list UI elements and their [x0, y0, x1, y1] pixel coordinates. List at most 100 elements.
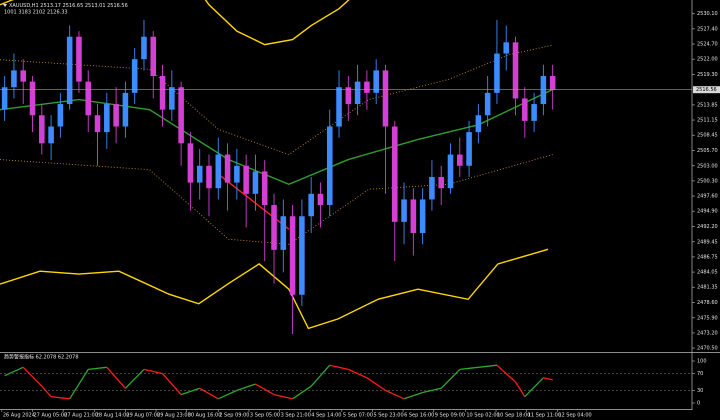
oscillator-segment — [403, 391, 423, 400]
overlay-line — [0, 88, 553, 186]
y-tick-label: 2494.90 — [697, 209, 718, 215]
x-tick-label: 10 Sep 02:00 — [466, 413, 499, 419]
candle-body — [308, 193, 314, 217]
candle-body — [410, 199, 417, 234]
candle-body — [391, 126, 398, 222]
candle-body — [39, 115, 45, 144]
oscillator-segment — [329, 364, 349, 371]
y-tick-label: 2470.50 — [697, 346, 718, 352]
candle-body — [187, 143, 194, 183]
y-tick-label: 2484.05 — [697, 270, 718, 276]
x-tick-label: 5 Sep 23:00 — [373, 413, 403, 419]
x-tick-label: 6 Sep 16:00 — [404, 413, 434, 419]
oscillator-segment — [385, 389, 405, 400]
candle-body — [438, 176, 444, 189]
y-tick-label: 2500.30 — [697, 178, 718, 184]
oscillator-segment — [422, 387, 442, 394]
candle-body — [1, 87, 8, 110]
oscillator-segment — [255, 383, 275, 396]
candle-body — [447, 154, 454, 189]
candle-body — [150, 36, 157, 77]
indicator-title: 趋势警报指标 62.2078 62.2078 — [4, 354, 79, 361]
x-tick-label: 27 Aug 21:00 — [64, 413, 98, 419]
oscillator-segment — [496, 364, 516, 383]
x-tick-label: 3 Sep 05:00 — [250, 413, 280, 419]
y-tick-label: 2522.00 — [697, 57, 718, 63]
y-tick-label: 2478.60 — [697, 300, 718, 306]
current-price-label: 2516.56 — [696, 87, 717, 93]
candle-body — [354, 81, 361, 105]
oscillator-segment — [106, 366, 126, 389]
candle-body — [169, 87, 175, 110]
candle-body — [456, 154, 463, 166]
candle-body — [66, 36, 73, 105]
oscillator-segment — [51, 396, 70, 400]
candle-body — [159, 76, 166, 110]
candle-body — [271, 205, 277, 250]
y-tick-label: 2486.75 — [697, 254, 718, 260]
y-tick-label: 100 — [697, 359, 707, 365]
candle-body — [336, 87, 342, 127]
x-tick-label: 12 Sep 04:00 — [558, 413, 591, 419]
x-tick-label: 28 Aug 14:00 — [96, 413, 130, 419]
y-tick-label: 70 — [697, 371, 703, 377]
oscillator-segment — [310, 364, 331, 387]
oscillator-segment — [459, 366, 479, 371]
candle-body — [20, 70, 27, 82]
candle-body — [252, 171, 259, 194]
oscillator-segment — [514, 381, 526, 398]
candle-body — [512, 42, 519, 99]
oscillator-segment — [543, 377, 553, 381]
candle-body — [289, 216, 296, 295]
current-price-box — [693, 86, 720, 94]
menu-arrow — [3, 4, 7, 7]
candle-body — [540, 76, 547, 105]
candle-body — [113, 104, 119, 127]
oscillator-segment — [236, 383, 256, 392]
oscillator-segment — [41, 385, 52, 398]
oscillator-segment — [524, 377, 544, 398]
y-tick-label: 2503.00 — [697, 163, 718, 169]
x-tick-label: 9 Sep 09:00 — [435, 413, 465, 419]
y-tick-label: 2527.40 — [697, 26, 718, 32]
candle-body — [94, 115, 101, 133]
y-tick-label: 2519.30 — [697, 72, 718, 78]
oscillator-segment — [273, 393, 293, 400]
y-tick-label: 2481.35 — [697, 285, 718, 291]
x-tick-label: 2 Sep 09:00 — [219, 413, 249, 419]
oscillator-segment — [88, 366, 107, 371]
x-tick-label: 5 Sep 07:00 — [343, 413, 373, 419]
candle-body — [345, 87, 352, 105]
candle-body — [280, 216, 287, 250]
candle-body — [234, 165, 240, 183]
sub-plot — [0, 364, 692, 400]
oscillator-segment — [478, 364, 498, 368]
oscillator-segment — [162, 373, 182, 396]
candle-body — [522, 98, 528, 121]
x-tick-label: 10 Sep 18:00 — [497, 413, 530, 419]
oscillator-segment — [218, 389, 238, 400]
candle-body — [29, 81, 36, 116]
axes: 2530.10 2527.40 2524.70 2522.00 2519.30 2513.… — [1, 11, 720, 419]
candle-body — [326, 126, 333, 206]
candle-body — [549, 76, 556, 90]
x-tick-label: 30 Aug 16:00 — [188, 413, 222, 419]
oscillator-segment — [440, 368, 461, 389]
candle-body — [317, 193, 324, 206]
oscillator-segment — [199, 387, 219, 400]
x-tick-label: 3 Sep 21:00 — [281, 413, 311, 419]
candle-body — [122, 92, 129, 127]
candle-body — [243, 165, 249, 194]
x-tick-label: 11 Sep 11:00 — [528, 413, 561, 419]
x-tick-label: 29 Aug 23:00 — [157, 413, 191, 419]
candle-body — [382, 70, 389, 127]
oscillator-segment — [124, 368, 145, 389]
oscillator-segment — [348, 368, 368, 379]
oscillator-segment — [143, 368, 163, 375]
overlay-line — [0, 0, 350, 46]
oscillator-segment — [69, 369, 89, 400]
candle-body — [484, 92, 491, 116]
y-tick-label: 2473.20 — [697, 330, 718, 336]
candle-body — [475, 115, 482, 133]
